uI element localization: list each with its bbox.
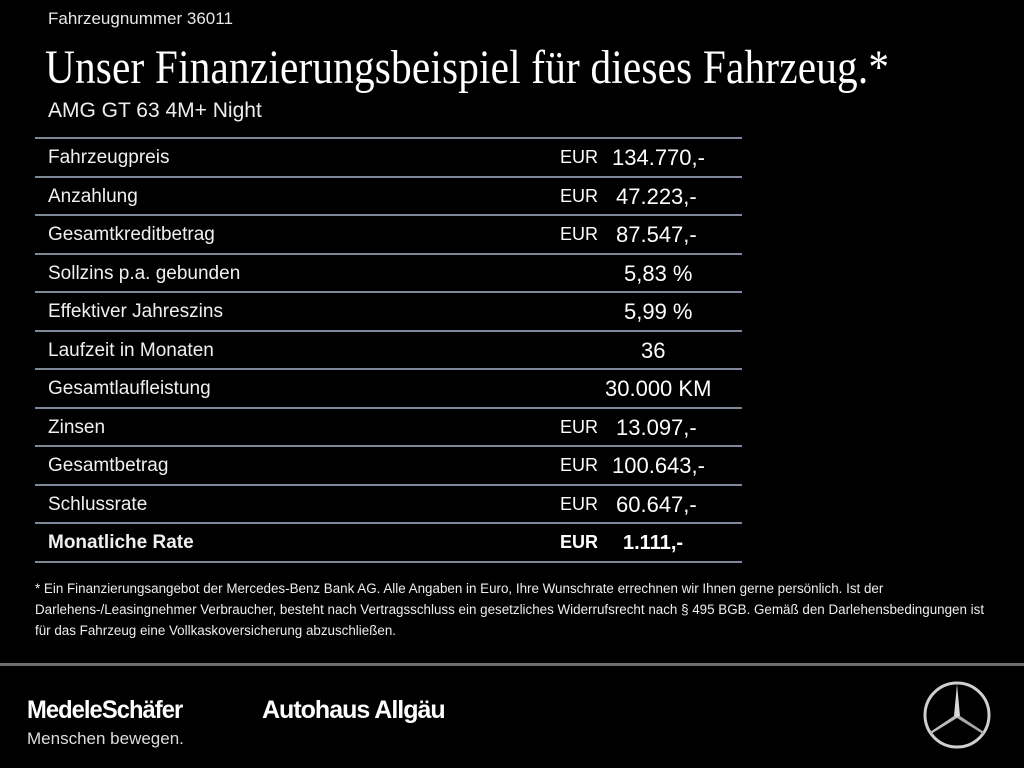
footnote: * Ein Finanzierungsangebot der Mercedes-… (35, 581, 985, 638)
row-label: Gesamtbetrag (48, 455, 169, 476)
table-row: Gesamtkreditbetrag EUR 87.547,- (35, 216, 742, 255)
row-value: 47.223,- (616, 183, 697, 209)
row-label: Zinsen (48, 416, 106, 438)
row-label: Fahrzeugpreis (48, 147, 170, 168)
row-currency: EUR (560, 493, 599, 514)
table-row: Laufzeit in Monaten 36 (35, 332, 742, 370)
row-label: Gesamtkreditbetrag (48, 224, 215, 245)
row-label: Gesamtlaufleistung (48, 378, 211, 399)
row-currency: EUR (560, 185, 599, 206)
row-label: Sollzins p.a. gebunden (48, 262, 241, 284)
table-row: Zinsen EUR 13.097,- (35, 409, 742, 447)
table-row: Sollzins p.a. gebunden 5,83 % (35, 255, 742, 293)
table-row: Fahrzeugpreis EUR 134.770,- (35, 139, 742, 178)
table-row-monthly-rate: Monatliche Rate EUR 1.111,- (35, 524, 742, 563)
dealer-logo-medeleschaefer: MedeleSchäfer (27, 696, 183, 724)
row-value: 1.111,- (623, 532, 684, 554)
table-row: Schlussrate EUR 60.647,- (35, 486, 742, 524)
row-currency: EUR (560, 416, 599, 437)
row-value: 134.770,- (612, 145, 705, 170)
row-currency: EUR (560, 455, 599, 475)
row-currency: EUR (560, 224, 599, 244)
row-label: Anzahlung (48, 185, 138, 207)
row-value: 60.647,- (616, 491, 697, 517)
row-currency: EUR (560, 147, 599, 167)
vehicle-number: Fahrzeugnummer 36011 (48, 9, 233, 28)
row-value: 36 (641, 337, 666, 363)
row-value: 100.643,- (612, 453, 705, 478)
row-value: 13.097,- (616, 414, 697, 440)
row-value: 30.000 KM (605, 376, 712, 401)
financing-table: Fahrzeugpreis EUR 134.770,- Anzahlung EUR 47… (35, 137, 742, 563)
page-title: Unser Finanzierungsbeispiel für dieses F… (45, 41, 890, 94)
table-row: Anzahlung EUR 47.223,- (35, 178, 742, 216)
dealer-logo-autohaus-allgaeu: Autohaus Allgäu (262, 696, 446, 724)
table-row: Effektiver Jahreszins 5,99 % (35, 293, 742, 332)
slogan: Menschen bewegen. (27, 729, 184, 748)
vehicle-model: AMG GT 63 4M+ Night (48, 99, 262, 122)
row-label: Monatliche Rate (48, 532, 194, 553)
row-value: 5,99 % (624, 299, 693, 324)
divider (0, 663, 1024, 666)
row-currency: EUR (560, 532, 599, 552)
row-value: 5,83 % (624, 260, 693, 286)
row-label: Effektiver Jahreszins (48, 301, 223, 322)
row-label: Laufzeit in Monaten (48, 339, 214, 361)
table-row: Gesamtlaufleistung 30.000 KM (35, 370, 742, 409)
mercedes-star-icon (923, 681, 991, 749)
row-value: 87.547,- (616, 222, 697, 247)
row-label: Schlussrate (48, 493, 148, 515)
table-row: Gesamtbetrag EUR 100.643,- (35, 447, 742, 486)
